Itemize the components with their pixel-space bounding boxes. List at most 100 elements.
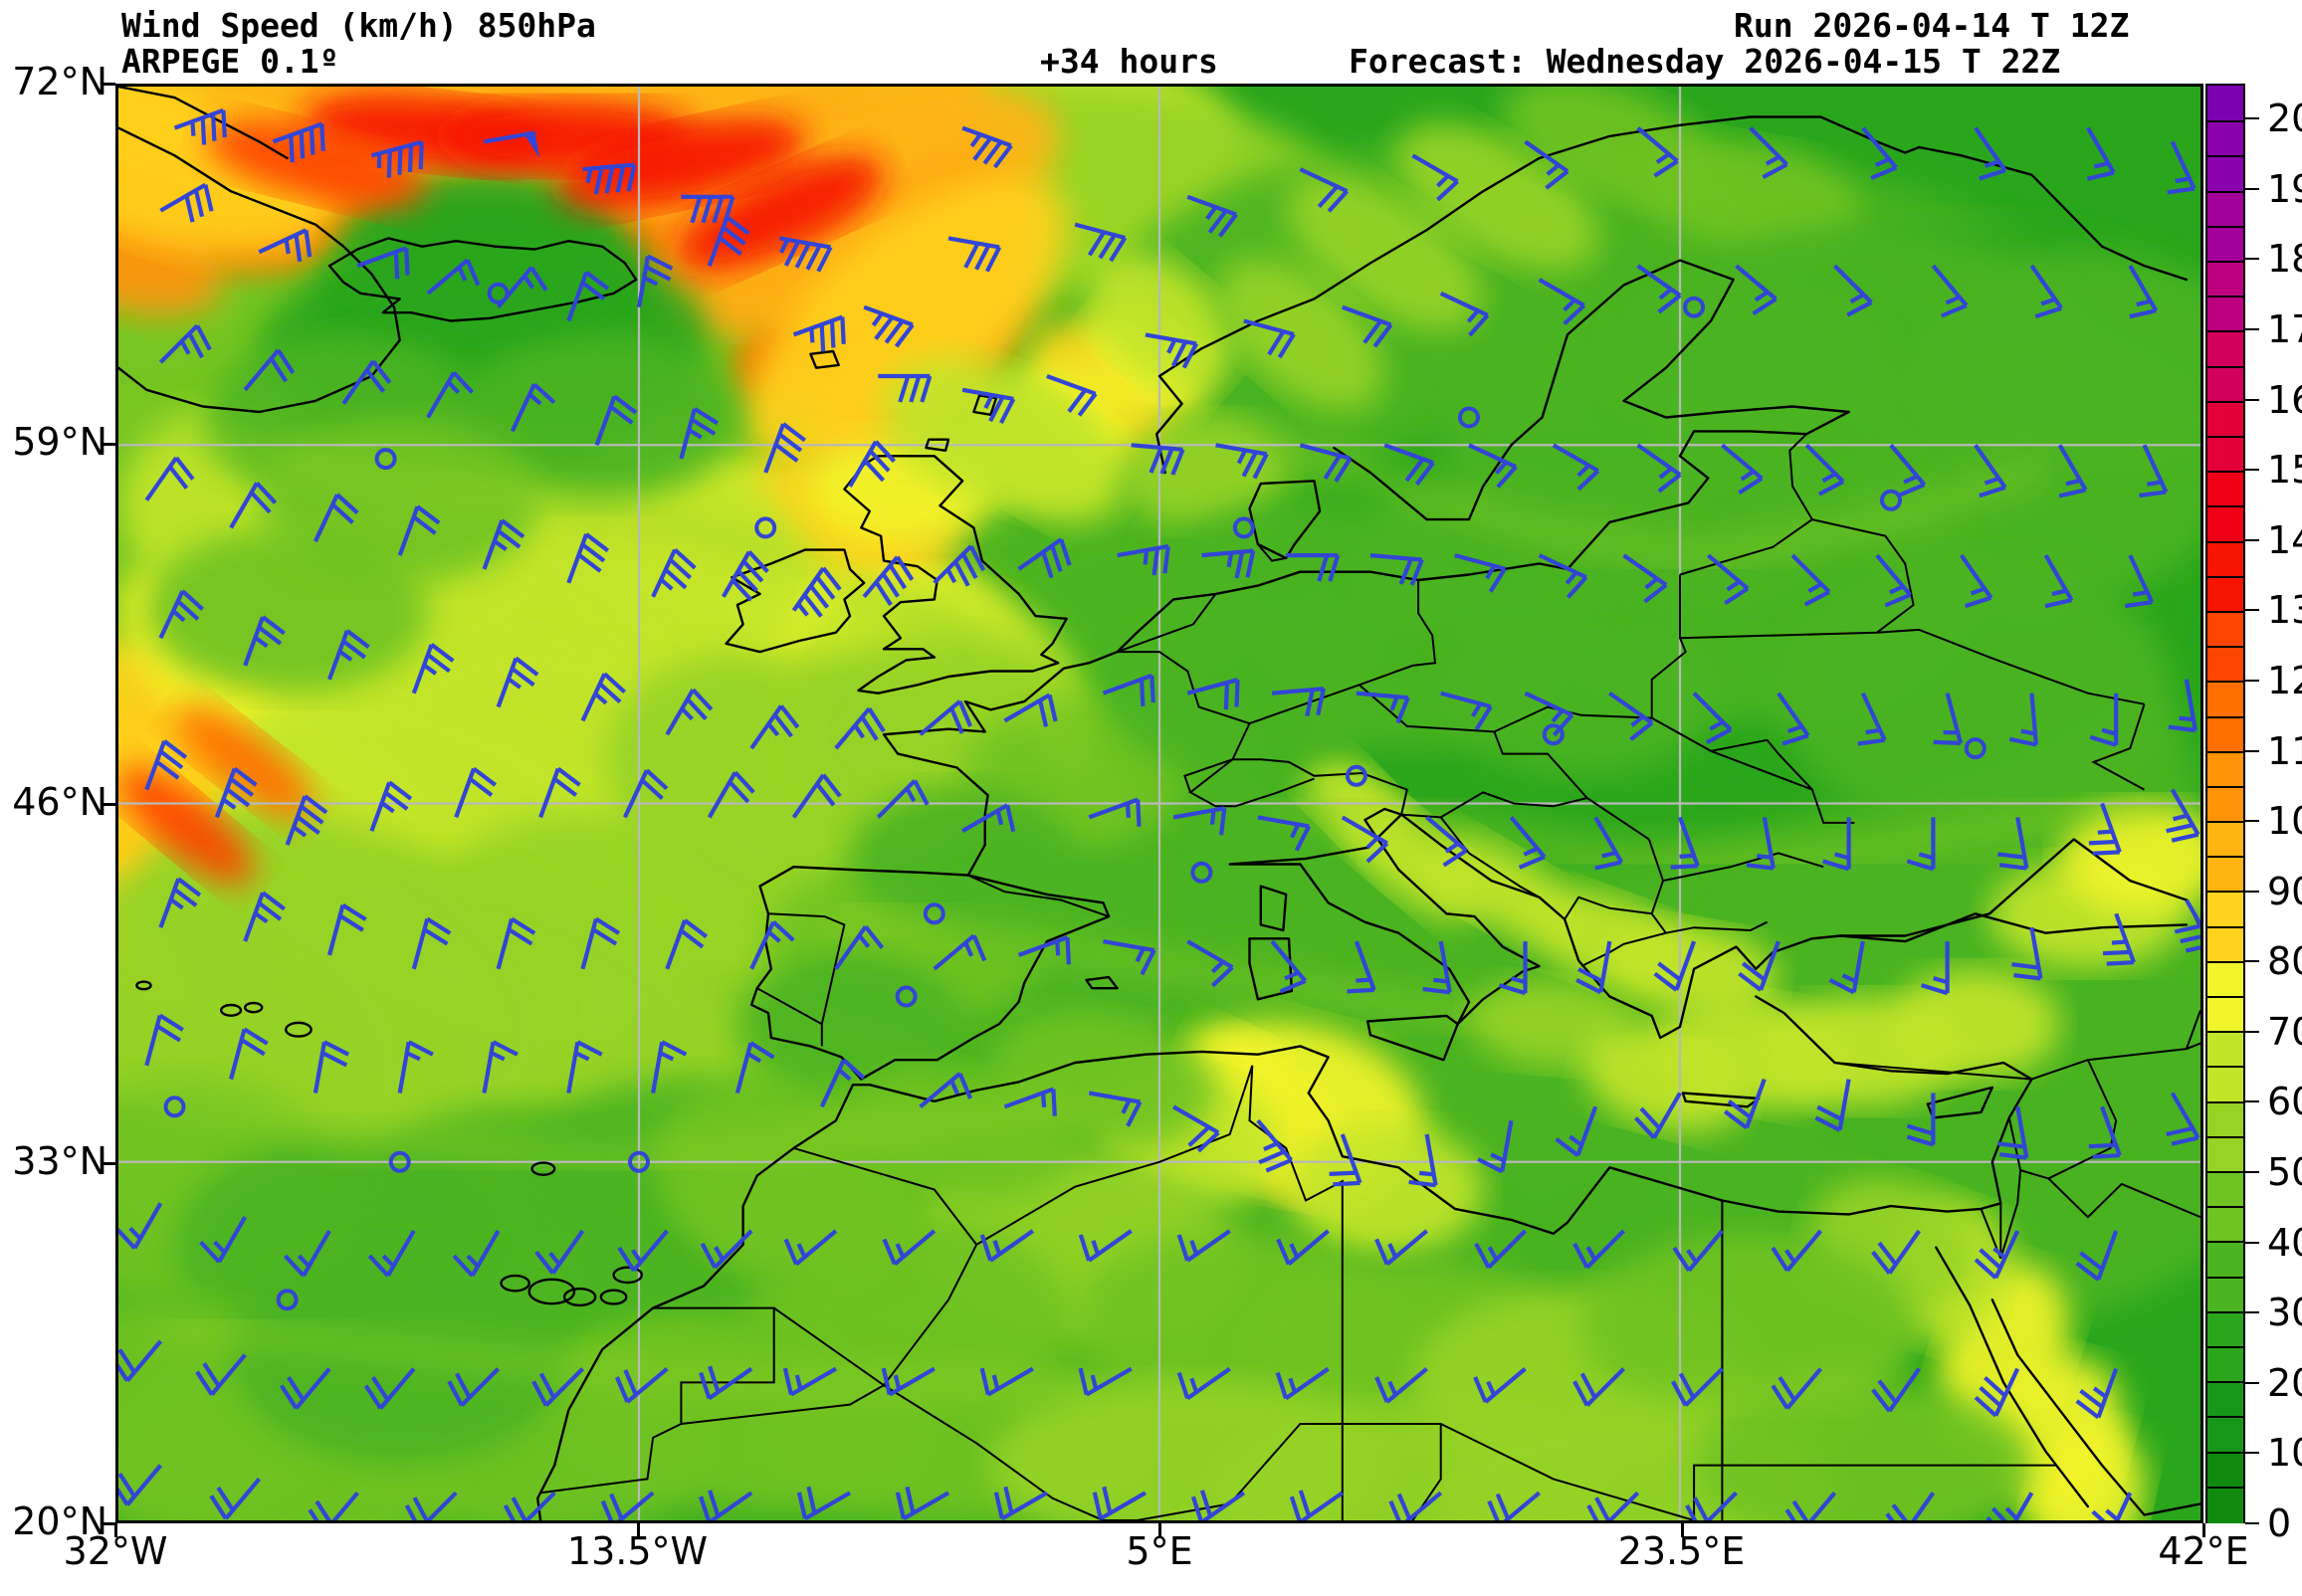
colorbar-tick-label: 20 — [2267, 1360, 2302, 1405]
colorbar-minor-tick — [2207, 400, 2243, 403]
colorbar-minor-tick — [2207, 960, 2243, 963]
colorbar-tick — [2245, 469, 2259, 472]
forecast-hour-label: +34 hours — [1040, 42, 1218, 81]
colorbar-tick-label: 100 — [2267, 799, 2302, 844]
colorbar-tick-label: 30 — [2267, 1291, 2302, 1335]
colorbar-tick-label: 70 — [2267, 1009, 2302, 1054]
longitude-tick — [1158, 1523, 1161, 1537]
colorbar-minor-tick — [2207, 1416, 2243, 1419]
colorbar-minor-tick — [2207, 1241, 2243, 1244]
colorbar-tick — [2245, 538, 2259, 541]
colorbar-minor-tick — [2207, 1486, 2243, 1489]
colorbar-tick — [2245, 890, 2259, 893]
colorbar-minor-tick — [2207, 365, 2243, 368]
latitude-tick — [102, 1162, 115, 1166]
longitude-tick-label: 42°E — [2158, 1529, 2249, 1573]
longitude-tick — [2202, 1523, 2205, 1537]
colorbar[interactable] — [2205, 84, 2245, 1523]
latitude-tick — [102, 1522, 115, 1525]
colorbar-minor-tick — [2207, 1206, 2243, 1209]
colorbar-minor-tick — [2207, 646, 2243, 649]
colorbar-minor-tick — [2207, 575, 2243, 578]
colorbar-tick-label: 80 — [2267, 939, 2302, 984]
colorbar-tick — [2245, 328, 2259, 331]
longitude-tick — [114, 1523, 117, 1537]
colorbar-tick — [2245, 1452, 2259, 1455]
latitude-tick-label: 72°N — [12, 60, 107, 103]
longitude-tick — [636, 1523, 640, 1537]
colorbar-minor-tick — [2207, 260, 2243, 263]
colorbar-minor-tick — [2207, 821, 2243, 824]
colorbar-minor-tick — [2207, 435, 2243, 438]
run-time-label: Run 2026-04-14 T 12Z — [1734, 6, 2130, 45]
colorbar-tick-label: 90 — [2267, 869, 2302, 913]
colorbar-minor-tick — [2207, 996, 2243, 999]
colorbar-tick — [2245, 609, 2259, 612]
colorbar-tick-label: 200 — [2267, 97, 2302, 141]
colorbar-minor-tick — [2207, 225, 2243, 228]
colorbar-tick — [2245, 1030, 2259, 1033]
colorbar-tick — [2245, 679, 2259, 682]
colorbar-tick-label: 60 — [2267, 1080, 2302, 1124]
colorbar-minor-tick — [2207, 471, 2243, 474]
colorbar-tick-label: 120 — [2267, 658, 2302, 702]
colorbar-minor-tick — [2207, 155, 2243, 158]
colorbar-tick-label: 10 — [2267, 1431, 2302, 1476]
colorbar-tick-label: 130 — [2267, 588, 2302, 633]
colorbar-tick — [2245, 258, 2259, 261]
latitude-tick — [102, 442, 115, 446]
colorbar-tick — [2245, 117, 2259, 120]
colorbar-minor-tick — [2207, 1171, 2243, 1174]
latitude-tick-label: 20°N — [12, 1499, 107, 1543]
colorbar-tick-label: 40 — [2267, 1220, 2302, 1265]
colorbar-minor-tick — [2207, 1346, 2243, 1349]
colorbar-tick-label: 160 — [2267, 377, 2302, 422]
colorbar-minor-tick — [2207, 1276, 2243, 1279]
latitude-tick-label: 59°N — [12, 419, 107, 464]
colorbar-tick — [2245, 1311, 2259, 1314]
latitude-tick-label: 46°N — [12, 779, 107, 824]
colorbar-tick-label: 190 — [2267, 166, 2302, 211]
page-title: Wind Speed (km/h) 850hPa — [121, 6, 596, 45]
coastlines — [118, 87, 2200, 1520]
colorbar-minor-tick — [2207, 1310, 2243, 1313]
colorbar-tick-label: 110 — [2267, 728, 2302, 773]
latitude-tick — [102, 802, 115, 806]
colorbar-minor-tick — [2207, 1135, 2243, 1138]
colorbar-tick-label: 0 — [2267, 1501, 2292, 1545]
colorbar-tick — [2245, 749, 2259, 752]
colorbar-minor-tick — [2207, 856, 2243, 859]
colorbar-minor-tick — [2207, 715, 2243, 718]
weather-map[interactable] — [115, 84, 2203, 1523]
colorbar-tick — [2245, 820, 2259, 823]
latitude-tick-label: 33°N — [12, 1139, 107, 1184]
colorbar-minor-tick — [2207, 681, 2243, 684]
colorbar-minor-tick — [2207, 540, 2243, 543]
colorbar-tick — [2245, 1241, 2259, 1244]
colorbar-tick-label: 150 — [2267, 448, 2302, 493]
latitude-tick — [102, 83, 115, 86]
colorbar-minor-tick — [2207, 505, 2243, 508]
colorbar-tick — [2245, 1381, 2259, 1384]
colorbar-minor-tick — [2207, 925, 2243, 928]
valid-time-label: Forecast: Wednesday 2026-04-15 T 22Z — [1349, 42, 2061, 81]
longitude-tick — [1680, 1523, 1684, 1537]
colorbar-minor-tick — [2207, 891, 2243, 894]
colorbar-tick — [2245, 187, 2259, 190]
colorbar-minor-tick — [2207, 296, 2243, 299]
model-label: ARPEGE 0.1º — [121, 42, 339, 81]
colorbar-minor-tick — [2207, 1381, 2243, 1384]
colorbar-minor-tick — [2207, 1031, 2243, 1034]
colorbar-minor-tick — [2207, 120, 2243, 123]
colorbar-minor-tick — [2207, 785, 2243, 788]
colorbar-minor-tick — [2207, 1100, 2243, 1103]
colorbar-tick — [2245, 1100, 2259, 1103]
colorbar-minor-tick — [2207, 190, 2243, 193]
colorbar-tick-label: 170 — [2267, 307, 2302, 352]
colorbar-minor-tick — [2207, 750, 2243, 753]
colorbar-tick-label: 140 — [2267, 517, 2302, 562]
colorbar-tick-label: 50 — [2267, 1150, 2302, 1195]
colorbar-tick — [2245, 1522, 2259, 1524]
colorbar-tick — [2245, 1171, 2259, 1174]
colorbar-minor-tick — [2207, 1066, 2243, 1069]
